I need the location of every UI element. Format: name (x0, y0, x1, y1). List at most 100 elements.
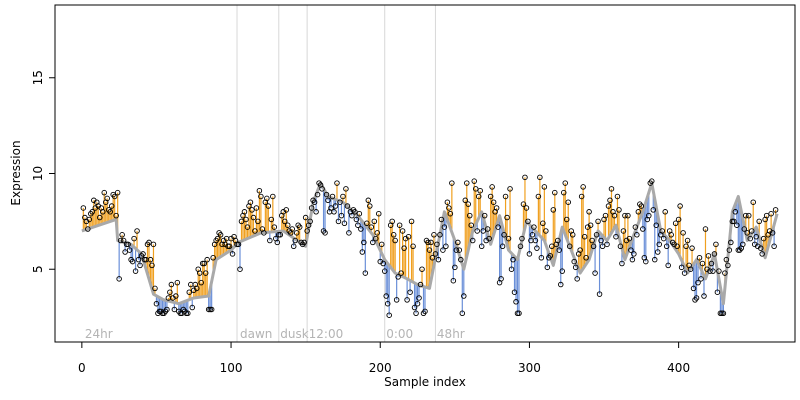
data-point-417 (702, 226, 709, 232)
data-point-236 (432, 251, 439, 257)
data-point-244 (444, 199, 451, 205)
data-point-117 (255, 218, 261, 225)
data-point-442 (740, 241, 746, 248)
data-point-116 (253, 205, 260, 211)
data-point-407 (687, 266, 694, 272)
data-point-4 (86, 216, 93, 223)
data-point-444 (743, 212, 749, 219)
data-point-281 (499, 243, 506, 250)
data-point-309 (541, 184, 548, 190)
data-point-274 (489, 184, 495, 190)
data-point-45 (147, 256, 154, 263)
data-point-434 (728, 239, 734, 246)
data-point-252 (456, 247, 463, 253)
data-point-259 (467, 212, 473, 219)
data-point-232 (426, 247, 433, 253)
data-point-437 (732, 209, 739, 215)
data-point-388 (659, 228, 665, 234)
data-point-166 (328, 205, 334, 211)
data-point-374 (638, 203, 645, 209)
data-point-386 (656, 241, 662, 248)
data-point-202 (381, 268, 388, 274)
data-point-63 (174, 279, 181, 286)
data-point-124 (265, 203, 272, 209)
data-point-416 (701, 293, 707, 299)
data-points (80, 174, 779, 318)
data-point-125 (267, 237, 273, 244)
data-point-217 (404, 297, 410, 303)
data-point-408 (689, 245, 695, 251)
data-point-113 (249, 207, 255, 213)
data-point-320 (558, 281, 564, 288)
data-point-288 (510, 256, 516, 263)
data-point-299 (526, 251, 533, 257)
data-point-130 (274, 239, 281, 246)
data-point-62 (173, 293, 179, 299)
data-point-218 (405, 233, 412, 240)
data-point-187 (359, 249, 366, 255)
data-point-28 (122, 249, 128, 255)
data-point-183 (353, 216, 360, 223)
data-point-194 (370, 239, 376, 246)
data-point-357 (613, 233, 619, 240)
data-point-334 (578, 193, 585, 200)
data-point-298 (525, 218, 531, 225)
data-point-258 (465, 201, 472, 207)
data-point-118 (256, 187, 263, 194)
data-point-98 (226, 243, 233, 250)
data-point-23 (114, 189, 121, 196)
data-point-287 (508, 266, 515, 272)
data-point-205 (386, 312, 392, 318)
data-point-324 (563, 216, 570, 223)
data-point-33 (129, 258, 136, 265)
data-point-240 (438, 216, 445, 223)
data-point-249 (452, 264, 458, 271)
data-point-201 (380, 260, 386, 267)
data-point-316 (552, 189, 558, 196)
data-point-369 (631, 251, 637, 257)
data-point-432 (725, 262, 731, 269)
x-tick-label: 400 (667, 361, 690, 375)
data-point-222 (411, 304, 418, 311)
data-point-348 (599, 243, 606, 250)
data-point-195 (371, 218, 378, 225)
data-point-463 (771, 243, 777, 250)
data-point-173 (338, 212, 345, 219)
data-point-150 (304, 228, 310, 234)
data-point-235 (431, 232, 437, 238)
data-point-251 (455, 239, 461, 246)
data-point-36 (134, 228, 140, 234)
data-point-370 (632, 224, 639, 230)
data-point-248 (450, 277, 457, 284)
data-point-350 (602, 212, 609, 219)
data-point-272 (486, 235, 492, 242)
data-point-335 (580, 184, 586, 190)
data-point-379 (646, 212, 652, 219)
data-point-37 (135, 256, 142, 263)
data-point-11 (97, 214, 103, 221)
annotation-label: 48hr (437, 327, 465, 341)
data-point-247 (449, 180, 455, 186)
data-point-433 (726, 247, 733, 253)
data-point-266 (477, 187, 483, 194)
data-point-71 (186, 289, 193, 295)
data-point-90 (214, 235, 221, 242)
data-point-104 (235, 241, 242, 248)
annotation-label: 0:00 (386, 327, 413, 341)
data-point-292 (516, 310, 522, 317)
data-point-250 (453, 247, 460, 253)
data-point-391 (663, 243, 670, 250)
data-point-390 (662, 209, 668, 215)
data-point-371 (634, 232, 640, 238)
data-point-284 (504, 214, 510, 221)
x-tick-label: 200 (369, 361, 392, 375)
data-point-321 (559, 268, 566, 274)
data-point-78 (196, 270, 203, 276)
data-point-401 (678, 264, 685, 271)
data-point-461 (768, 210, 774, 217)
data-point-412 (695, 279, 701, 286)
data-point-325 (565, 199, 571, 205)
data-point-431 (723, 256, 730, 263)
data-point-319 (556, 247, 563, 253)
